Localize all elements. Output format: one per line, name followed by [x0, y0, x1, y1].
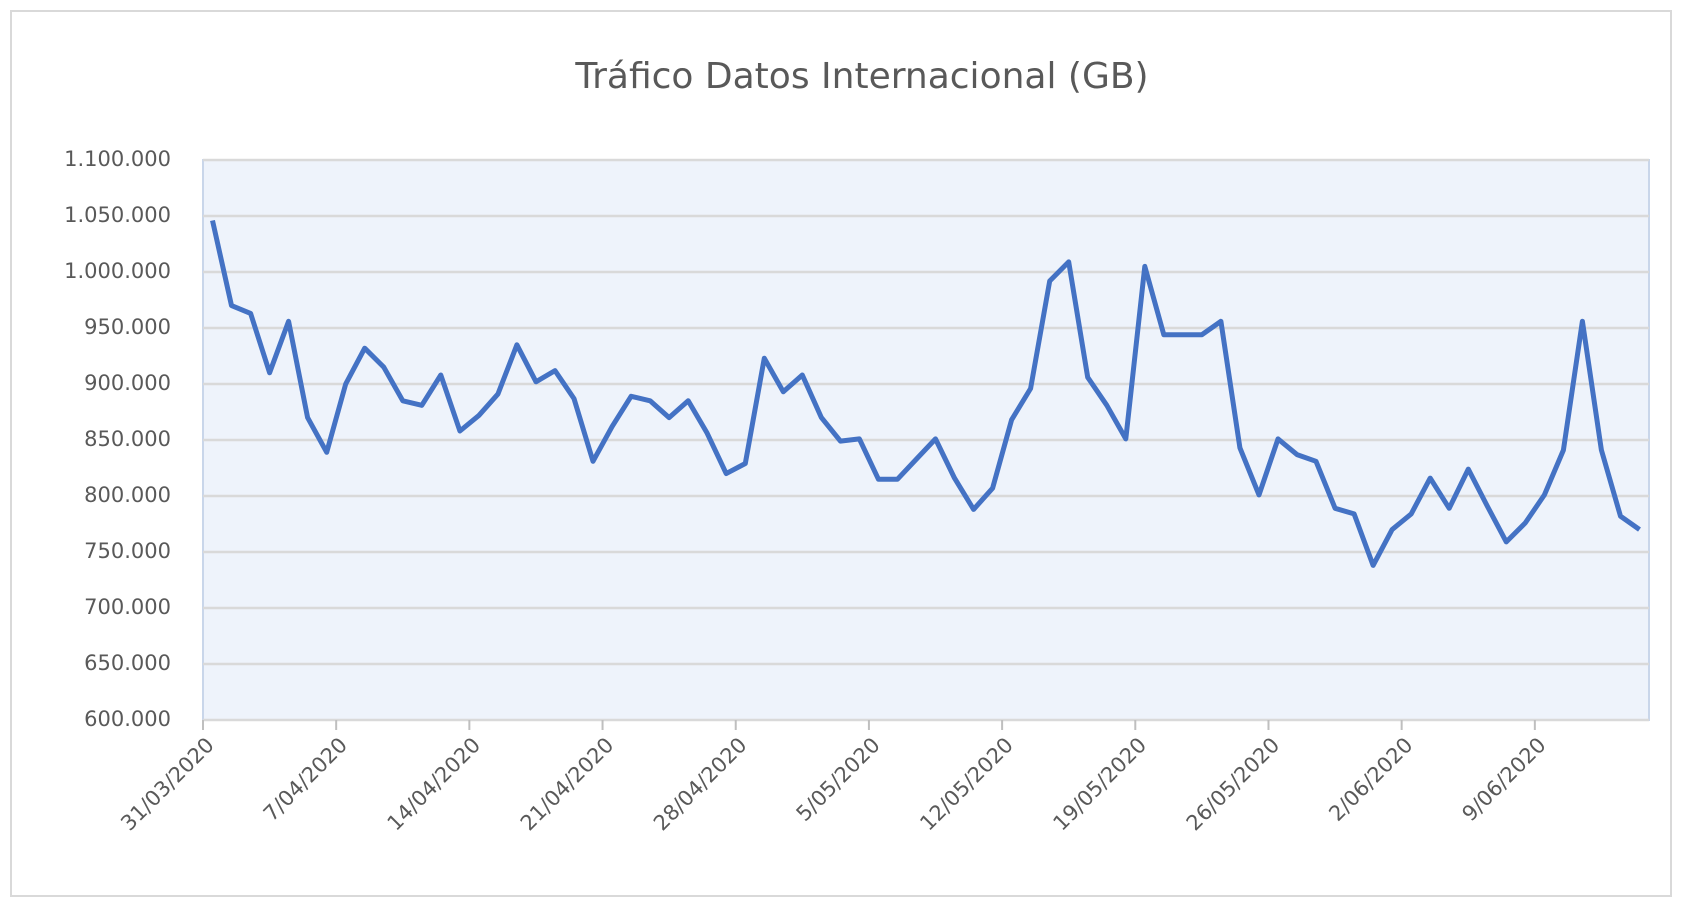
y-tick-label: 1.050.000	[64, 203, 171, 227]
data-line	[210, 219, 1641, 568]
y-tick-label: 850.000	[84, 427, 171, 451]
chart-title: Tráfico Datos Internacional (GB)	[574, 56, 1148, 97]
y-tick-label: 950.000	[84, 315, 171, 339]
y-tick-label: 700.000	[84, 595, 171, 619]
y-tick-label: 900.000	[84, 371, 171, 395]
y-tick-label: 1.000.000	[64, 259, 171, 283]
y-tick-label: 1.100.000	[64, 147, 171, 171]
y-tick-label: 800.000	[84, 483, 171, 507]
y-tick-label: 600.000	[84, 707, 171, 731]
y-tick-label: 650.000	[84, 651, 171, 675]
y-tick-label: 750.000	[84, 539, 171, 563]
